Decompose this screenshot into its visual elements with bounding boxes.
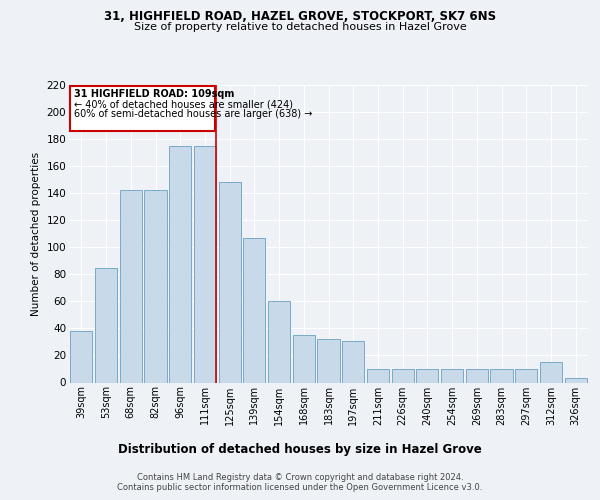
Bar	[268, 302, 290, 382]
Bar	[119, 190, 142, 382]
Bar	[194, 146, 216, 382]
Bar	[95, 268, 117, 382]
Bar	[515, 369, 538, 382]
Bar	[416, 369, 439, 382]
Bar	[490, 369, 512, 382]
Y-axis label: Number of detached properties: Number of detached properties	[31, 152, 41, 316]
Bar	[70, 331, 92, 382]
Text: 31, HIGHFIELD ROAD, HAZEL GROVE, STOCKPORT, SK7 6NS: 31, HIGHFIELD ROAD, HAZEL GROVE, STOCKPO…	[104, 10, 496, 23]
Bar	[342, 340, 364, 382]
Bar	[441, 369, 463, 382]
Bar	[466, 369, 488, 382]
Text: Size of property relative to detached houses in Hazel Grove: Size of property relative to detached ho…	[134, 22, 466, 32]
Text: Contains public sector information licensed under the Open Government Licence v3: Contains public sector information licen…	[118, 484, 482, 492]
Text: Distribution of detached houses by size in Hazel Grove: Distribution of detached houses by size …	[118, 442, 482, 456]
Bar	[392, 369, 414, 382]
Bar	[540, 362, 562, 382]
Bar	[218, 182, 241, 382]
Bar	[169, 146, 191, 382]
Bar	[145, 190, 167, 382]
Text: ← 40% of detached houses are smaller (424): ← 40% of detached houses are smaller (42…	[74, 99, 293, 109]
Text: 60% of semi-detached houses are larger (638) →: 60% of semi-detached houses are larger (…	[74, 110, 313, 120]
Text: 31 HIGHFIELD ROAD: 109sqm: 31 HIGHFIELD ROAD: 109sqm	[74, 89, 235, 99]
Bar	[317, 339, 340, 382]
Bar	[565, 378, 587, 382]
Bar	[367, 369, 389, 382]
FancyBboxPatch shape	[70, 86, 215, 131]
Bar	[243, 238, 265, 382]
Text: Contains HM Land Registry data © Crown copyright and database right 2024.: Contains HM Land Registry data © Crown c…	[137, 472, 463, 482]
Bar	[293, 335, 315, 382]
